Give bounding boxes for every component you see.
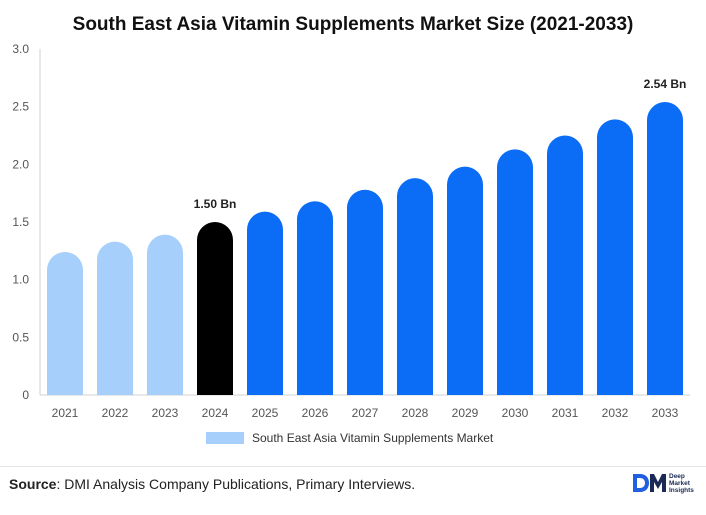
x-tick-label: 2023 [152, 406, 179, 420]
y-tick-label: 2.0 [12, 157, 29, 171]
bar-2026 [297, 201, 333, 395]
legend: South East Asia Vitamin Supplements Mark… [206, 431, 493, 445]
logo-line-2: Market [669, 479, 690, 487]
y-tick-label: 1.0 [12, 273, 29, 287]
data-label: 2.54 Bn [644, 77, 687, 91]
chart-title: South East Asia Vitamin Supplements Mark… [72, 14, 634, 35]
dmi-logo: Deep Market Insights [632, 472, 694, 494]
source-text: : DMI Analysis Company Publications, Pri… [56, 476, 416, 492]
x-tick-label: 2032 [602, 406, 629, 420]
x-tick-label: 2033 [652, 406, 679, 420]
logo-line-1: Deep [669, 472, 685, 480]
legend-label: South East Asia Vitamin Supplements Mark… [252, 431, 494, 445]
bar-2033 [647, 102, 683, 395]
bar-2031 [547, 135, 583, 395]
y-tick-label: 0 [22, 388, 29, 402]
y-tick-label: 1.5 [12, 215, 29, 229]
dmi-logo-icon [633, 474, 666, 492]
source-label: Source [9, 476, 57, 492]
data-label: 1.50 Bn [194, 197, 237, 211]
x-tick-label: 2024 [202, 406, 229, 420]
x-tick-label: 2026 [302, 406, 329, 420]
source-note: Source: DMI Analysis Company Publication… [9, 476, 415, 492]
x-tick-label: 2021 [52, 406, 79, 420]
x-tick-label: 2022 [102, 406, 129, 420]
bar-2029 [447, 166, 483, 395]
bar-2030 [497, 149, 533, 395]
bar-2032 [597, 119, 633, 395]
x-tick-label: 2028 [402, 406, 429, 420]
bar-2023 [147, 234, 183, 395]
y-tick-label: 0.5 [12, 330, 29, 344]
logo-line-3: Insights [669, 486, 694, 494]
logo-wordmark: Deep Market Insights [669, 473, 694, 494]
x-tick-label: 2030 [502, 406, 529, 420]
bar-2021 [47, 251, 83, 395]
bar-2027 [347, 189, 383, 395]
y-tick-label: 2.5 [12, 100, 29, 114]
legend-swatch [206, 432, 244, 444]
bar-2025 [247, 211, 283, 395]
bar-2024 [197, 222, 233, 395]
bar-2022 [97, 241, 133, 395]
y-tick-label: 3.0 [12, 42, 29, 56]
x-tick-label: 2027 [352, 406, 379, 420]
footer-divider [0, 466, 706, 467]
x-tick-label: 2029 [452, 406, 479, 420]
bar-chart: 0 0.5 1.0 1.5 2.0 2.5 3.0 2021 2022 2023 2024 2025 2… [12, 42, 690, 420]
x-tick-label: 2031 [552, 406, 579, 420]
x-tick-label: 2025 [252, 406, 279, 420]
bar-2028 [397, 178, 433, 395]
